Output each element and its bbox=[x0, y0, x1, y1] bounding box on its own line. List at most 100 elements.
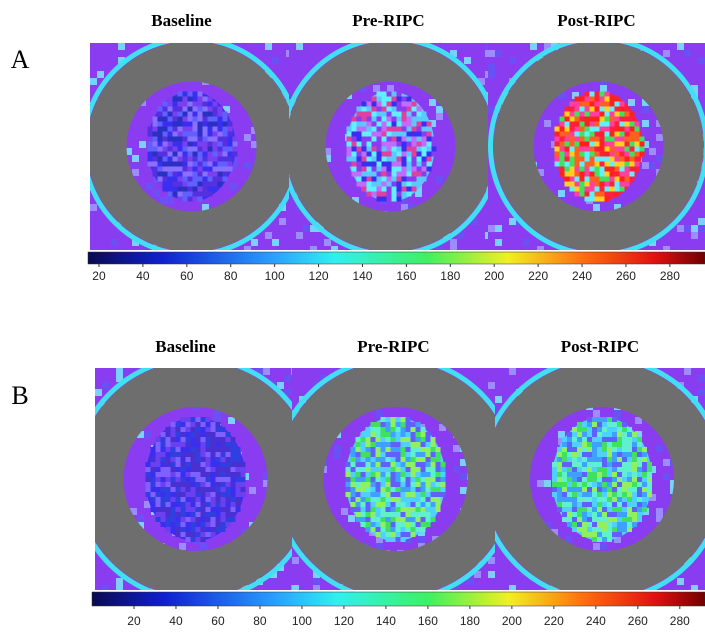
map-pixel bbox=[575, 192, 580, 197]
map-pixel bbox=[509, 368, 516, 375]
map-pixel bbox=[391, 432, 396, 437]
map-pixel bbox=[201, 517, 206, 522]
map-pixel bbox=[137, 515, 144, 522]
map-pixel bbox=[647, 492, 652, 497]
map-pixel bbox=[582, 467, 587, 472]
map-pixel bbox=[407, 147, 412, 152]
map-pixel bbox=[612, 432, 617, 437]
map-pixel bbox=[193, 177, 198, 182]
map-pixel bbox=[193, 142, 198, 147]
map-pixel bbox=[371, 422, 376, 427]
map-pixel bbox=[188, 117, 193, 122]
map-pixel bbox=[158, 182, 163, 187]
map-pixel bbox=[443, 127, 450, 134]
map-pixel bbox=[171, 517, 176, 522]
map-pixel bbox=[223, 152, 228, 157]
map-pixel bbox=[575, 117, 580, 122]
map-pixel bbox=[572, 462, 577, 467]
map-pixel bbox=[156, 492, 161, 497]
map-pixel bbox=[151, 487, 156, 492]
map-pixel bbox=[352, 137, 357, 142]
map-pixel bbox=[610, 152, 615, 157]
map-pixel bbox=[208, 147, 213, 152]
map-pixel bbox=[198, 147, 203, 152]
map-pixel bbox=[488, 50, 495, 57]
map-pixel bbox=[580, 102, 585, 107]
map-pixel bbox=[188, 167, 193, 172]
map-pixel bbox=[206, 497, 211, 502]
map-pixel bbox=[577, 522, 582, 527]
map-pixel bbox=[387, 97, 392, 102]
map-pixel bbox=[228, 152, 233, 157]
map-pixel bbox=[392, 132, 397, 137]
map-pixel bbox=[223, 157, 228, 162]
map-pixel bbox=[592, 452, 597, 457]
map-pixel bbox=[216, 442, 221, 447]
map-pixel bbox=[600, 157, 605, 162]
map-pixel bbox=[642, 472, 647, 477]
map-pixel bbox=[607, 507, 612, 512]
map-pixel bbox=[367, 182, 372, 187]
perfusion-map bbox=[275, 358, 517, 600]
map-pixel bbox=[188, 112, 193, 117]
map-pixel bbox=[387, 167, 392, 172]
map-pixel bbox=[656, 445, 663, 452]
map-pixel bbox=[412, 167, 417, 172]
map-pixel bbox=[186, 437, 191, 442]
map-pixel bbox=[600, 543, 607, 550]
map-pixel bbox=[334, 466, 341, 473]
map-pixel bbox=[590, 167, 595, 172]
map-pixel bbox=[453, 445, 460, 452]
map-pixel bbox=[412, 147, 417, 152]
map-pixel bbox=[637, 502, 642, 507]
map-pixel bbox=[607, 497, 612, 502]
map-pixel bbox=[218, 132, 223, 137]
map-pixel bbox=[203, 172, 208, 177]
map-pixel bbox=[443, 120, 450, 127]
map-pixel bbox=[148, 127, 153, 132]
map-pixel bbox=[367, 187, 372, 192]
map-pixel bbox=[647, 482, 652, 487]
map-pixel bbox=[647, 487, 652, 492]
map-pixel bbox=[495, 50, 502, 57]
map-pixel bbox=[488, 232, 495, 239]
map-pixel bbox=[211, 437, 216, 442]
map-pixel bbox=[637, 452, 642, 457]
map-pixel bbox=[587, 492, 592, 497]
map-pixel bbox=[600, 197, 605, 202]
map-pixel bbox=[597, 517, 602, 522]
map-pixel bbox=[684, 218, 691, 225]
map-pixel bbox=[610, 112, 615, 117]
map-pixel bbox=[193, 132, 198, 137]
map-pixel bbox=[407, 137, 412, 142]
map-pixel bbox=[422, 152, 427, 157]
map-pixel bbox=[158, 152, 163, 157]
map-pixel bbox=[392, 117, 397, 122]
map-pixel bbox=[372, 192, 377, 197]
map-pixel bbox=[565, 107, 570, 112]
map-pixel bbox=[416, 507, 421, 512]
map-pixel bbox=[597, 492, 602, 497]
map-pixel bbox=[231, 507, 236, 512]
map-pixel bbox=[397, 147, 402, 152]
map-pixel bbox=[161, 487, 166, 492]
map-pixel bbox=[436, 477, 441, 482]
map-pixel bbox=[233, 147, 238, 152]
map-pixel bbox=[377, 167, 382, 172]
map-pixel bbox=[592, 482, 597, 487]
map-pixel bbox=[218, 112, 223, 117]
map-pixel bbox=[436, 482, 441, 487]
map-pixel bbox=[387, 142, 392, 147]
map-pixel bbox=[416, 497, 421, 502]
map-pixel bbox=[90, 78, 97, 85]
map-pixel bbox=[158, 112, 163, 117]
map-pixel bbox=[585, 102, 590, 107]
map-pixel bbox=[391, 512, 396, 517]
map-pixel bbox=[387, 122, 392, 127]
map-pixel bbox=[213, 117, 218, 122]
map-pixel bbox=[367, 117, 372, 122]
map-pixel bbox=[575, 107, 580, 112]
map-pixel bbox=[377, 107, 382, 112]
map-pixel bbox=[605, 127, 610, 132]
map-pixel bbox=[193, 197, 198, 202]
